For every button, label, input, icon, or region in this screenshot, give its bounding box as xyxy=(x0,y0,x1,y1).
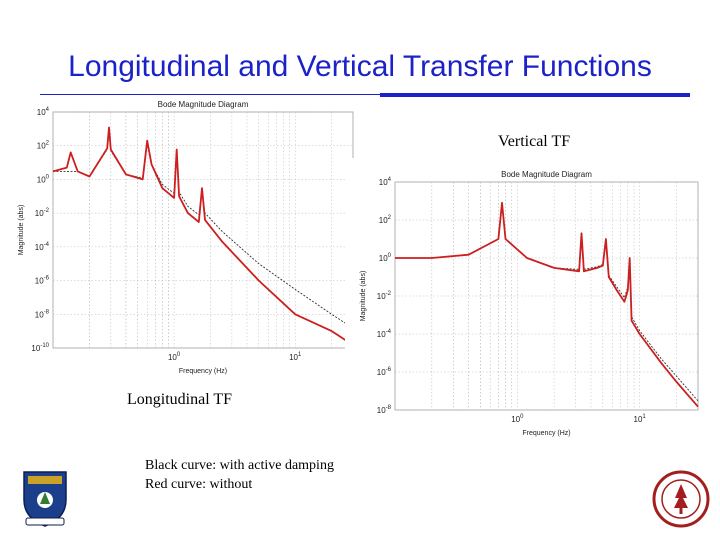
chart-title: Bode Magnitude Diagram xyxy=(501,170,592,179)
x-axis-label: Frequency (Hz) xyxy=(179,368,227,375)
y-tick-label: 10-8 xyxy=(377,405,392,415)
x-tick-label: 100 xyxy=(511,414,524,424)
university-seal-logo xyxy=(652,470,710,528)
x-axis-label: Frequency (Hz) xyxy=(522,430,570,437)
y-tick-label: 10-2 xyxy=(35,208,50,218)
x-tick-label: 101 xyxy=(289,352,302,362)
y-tick-label: 104 xyxy=(379,177,392,187)
y-tick-label: 10-6 xyxy=(377,367,392,377)
vertical-tf-label: Vertical TF xyxy=(498,133,571,150)
y-tick-label: 10-8 xyxy=(35,309,50,319)
y-tick-label: 104 xyxy=(37,107,50,117)
longitudinal-bode-svg: 104 102 100 10-2 10-4 10-6 10-8 10-10 100 101 Bode… xyxy=(18,100,354,375)
series-line-undamped xyxy=(395,201,699,408)
y-tick-label: 102 xyxy=(379,215,392,225)
x-tick-label: 100 xyxy=(168,352,181,362)
y-tick-label: 100 xyxy=(37,174,50,184)
y-tick-label: 10-10 xyxy=(31,343,49,353)
legend-caption: Black curve: with active damping Red cur… xyxy=(145,456,334,494)
title-underline-thin xyxy=(40,94,380,95)
y-tick-label: 102 xyxy=(37,141,50,151)
slide-title: Longitudinal and Vertical Transfer Funct… xyxy=(68,50,652,83)
vertical-bode-svg: 104 102 100 10-2 10-4 10-6 10-8 100 101 Bode Magn… xyxy=(360,170,699,437)
plot-frame xyxy=(52,111,354,349)
y-tick-label: 10-4 xyxy=(35,242,50,252)
y-tick-label: 10-6 xyxy=(35,276,50,286)
caption-line-undamped: Red curve: without xyxy=(145,477,253,492)
x-tick-label: 101 xyxy=(634,414,647,424)
chart-title: Bode Magnitude Diagram xyxy=(158,100,249,109)
y-tick-label: 10-4 xyxy=(377,329,392,339)
longitudinal-tf-label: Longitudinal TF xyxy=(127,391,233,408)
y-tick-label: 10-2 xyxy=(377,291,392,301)
vertical-bode-plot: 104 102 100 10-2 10-4 10-6 10-8 100 101 Bode Magn… xyxy=(345,158,705,443)
y-tick-label: 100 xyxy=(379,253,392,263)
university-crest-logo xyxy=(20,470,70,528)
longitudinal-bode-plot: 104 102 100 10-2 10-4 10-6 10-8 10-10 100 101 Bode… xyxy=(5,98,360,380)
y-axis-label: Magnitude (abs) xyxy=(360,271,367,322)
series-line-undamped xyxy=(52,126,354,346)
y-axis-label: Magnitude (abs) xyxy=(18,205,25,256)
title-underline-thick xyxy=(380,93,690,97)
caption-line-damped: Black curve: with active damping xyxy=(145,458,334,473)
